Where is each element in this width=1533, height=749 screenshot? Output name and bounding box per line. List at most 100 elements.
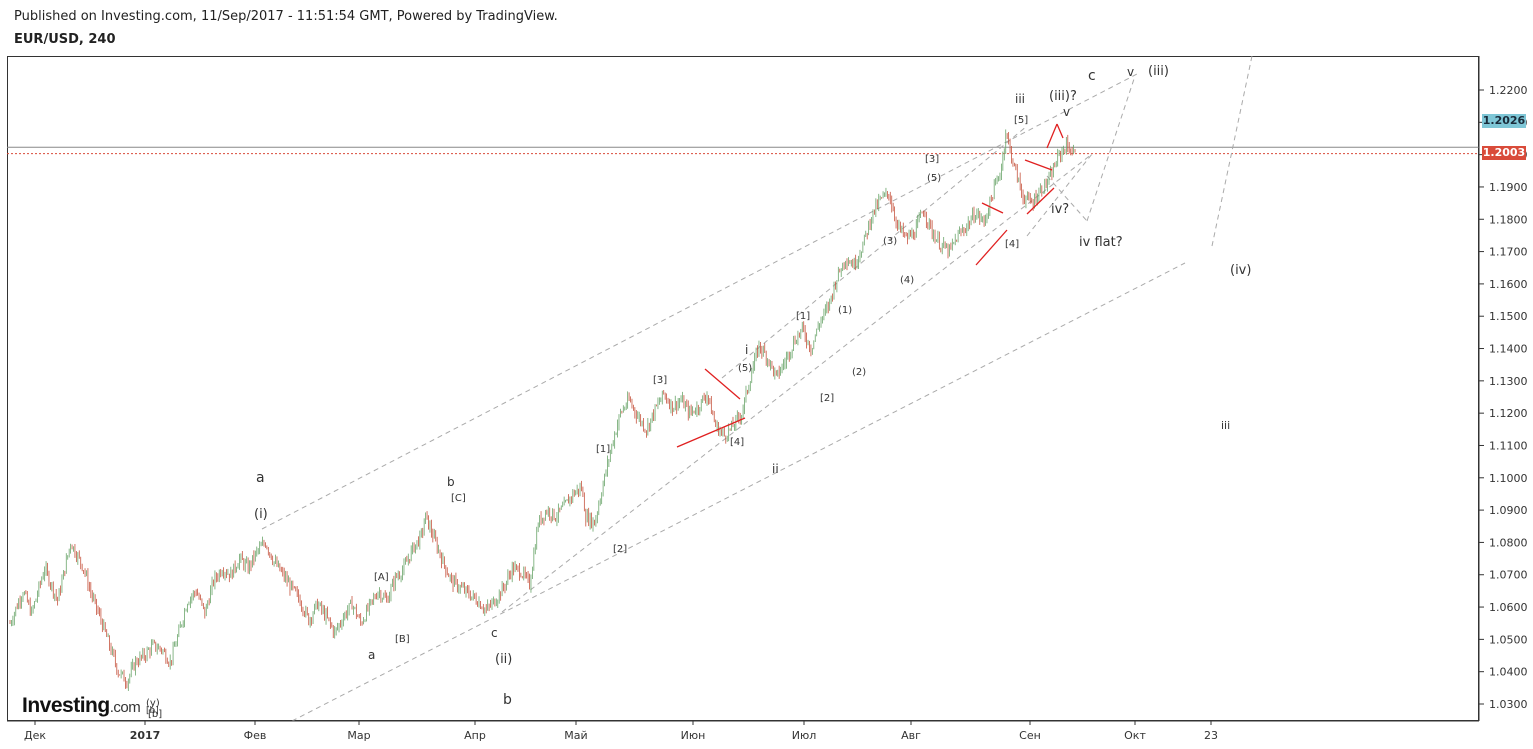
x-tick-label: 23 bbox=[1204, 729, 1218, 742]
wave-label: (3) bbox=[883, 236, 897, 247]
y-tick-label: 1.1400 bbox=[1489, 343, 1528, 356]
x-tick-label: Апр bbox=[464, 729, 486, 742]
wave-label: [5] bbox=[1014, 115, 1028, 126]
symbol-title: EUR/USD, 240 bbox=[14, 32, 116, 47]
wave-label: c bbox=[1088, 68, 1096, 84]
wave-label: (y) bbox=[146, 698, 160, 709]
y-tick-label: 1.2200 bbox=[1489, 84, 1528, 97]
x-tick-label: Сен bbox=[1019, 729, 1041, 742]
wave-label: b bbox=[503, 692, 512, 708]
wave-label: iii bbox=[1015, 92, 1025, 106]
y-tick-label: 1.1600 bbox=[1489, 278, 1528, 291]
y-tick-label: 1.1500 bbox=[1489, 310, 1528, 323]
wave-label: i bbox=[745, 343, 748, 357]
wave-label: [4] bbox=[1005, 239, 1019, 250]
wave-label: [A] bbox=[374, 572, 389, 583]
wave-trendline bbox=[1046, 123, 1058, 149]
wave-label: (i) bbox=[254, 507, 268, 522]
price-tag-current: 1.2003 bbox=[1482, 146, 1526, 160]
wave-label: a bbox=[256, 470, 265, 486]
wave-label: [2] bbox=[613, 544, 627, 555]
chart: a (i) b [C] [A] [B] a c (ii) b (y)[b] [1] [2] [3] [4] (… bbox=[7, 56, 1528, 742]
channel-line bbox=[1211, 56, 1253, 247]
y-tick-label: 1.0500 bbox=[1489, 633, 1528, 646]
wave-label: [1] bbox=[596, 444, 610, 455]
wave-label: ii bbox=[772, 462, 779, 476]
y-tick-label: 1.0300 bbox=[1489, 698, 1528, 711]
wave-label: [1] bbox=[796, 311, 810, 322]
y-tick-label: 1.0400 bbox=[1489, 666, 1528, 679]
channel-lines bbox=[261, 56, 1253, 722]
y-tick-label: 1.1300 bbox=[1489, 375, 1528, 388]
channel-line bbox=[291, 262, 1186, 722]
wave-label: (ii) bbox=[495, 652, 512, 667]
y-tick-label: 1.1800 bbox=[1489, 213, 1528, 226]
y-tick-label: 1.0600 bbox=[1489, 601, 1528, 614]
wave-label: (iii) bbox=[1148, 64, 1169, 79]
candles bbox=[9, 129, 1076, 691]
wave-trendlines bbox=[676, 123, 1064, 448]
y-tick-label: 1.1100 bbox=[1489, 439, 1528, 452]
wave-label: (2) bbox=[852, 367, 866, 378]
wave-label: [C] bbox=[451, 493, 466, 504]
wave-label: (4) bbox=[900, 275, 914, 286]
x-axis: Дек 2017 Фев Мар Апр Май Июн Июл Авг Сен Окт 23 bbox=[7, 720, 1479, 742]
publish-info: Published on Investing.com, 11/Sep/2017 … bbox=[14, 9, 558, 24]
wave-label: [3] bbox=[653, 375, 667, 386]
x-tick-label: Июл bbox=[792, 729, 817, 742]
grid bbox=[7, 146, 1479, 155]
wave-label: v bbox=[1127, 65, 1134, 79]
wave-label: (5) bbox=[927, 173, 941, 184]
logo-sub-label: [b] bbox=[146, 706, 159, 716]
y-tick-label: 1.1000 bbox=[1489, 472, 1528, 485]
wave-trendline bbox=[975, 229, 1008, 266]
channel-line bbox=[261, 73, 1138, 530]
wave-label: v bbox=[1063, 105, 1070, 119]
wave-label: (5) bbox=[738, 363, 752, 374]
investing-logo[interactable]: Investing.com bbox=[22, 694, 141, 718]
logo-text: Investing bbox=[22, 694, 110, 717]
x-tick-label: Авг bbox=[901, 729, 921, 742]
wave-trendline bbox=[1056, 123, 1064, 139]
price-tag-blue: 1.2026 bbox=[1482, 114, 1526, 128]
wave-label: b bbox=[447, 475, 455, 489]
wave-label: (iii)? bbox=[1049, 89, 1077, 104]
wave-labels: a (i) b [C] [A] [B] a c (ii) b (y)[b] [1] [2] [3] [4] (… bbox=[146, 64, 1251, 720]
wave-label: a bbox=[368, 648, 375, 662]
wave-trendline bbox=[981, 202, 1004, 214]
wave-label: [2] bbox=[820, 393, 834, 404]
y-tick-label: 1.1700 bbox=[1489, 246, 1528, 259]
wave-trendline bbox=[1026, 187, 1055, 215]
channel-line bbox=[1086, 75, 1136, 222]
y-tick-label: 1.0700 bbox=[1489, 569, 1528, 582]
logo-suffix: .com bbox=[109, 699, 141, 716]
x-tick-label: Май bbox=[564, 729, 587, 742]
x-tick-label: Дек bbox=[24, 729, 46, 742]
wave-trendline bbox=[676, 417, 746, 448]
wave-label: (iv) bbox=[1230, 263, 1251, 278]
wave-label: [b] bbox=[148, 709, 162, 720]
wave-label: [3] bbox=[925, 154, 939, 165]
x-tick-label: 2017 bbox=[130, 729, 161, 742]
x-tick-label: Фев bbox=[244, 729, 267, 742]
channel-line bbox=[501, 153, 1093, 613]
y-tick-label: 1.1900 bbox=[1489, 181, 1528, 194]
wave-label: iii bbox=[1221, 419, 1230, 432]
wave-trendline bbox=[704, 368, 741, 400]
wave-label: (1) bbox=[838, 305, 852, 316]
y-tick-label: 1.0900 bbox=[1489, 504, 1528, 517]
channel-line bbox=[1046, 175, 1088, 222]
y-tick-label: 1.1200 bbox=[1489, 407, 1528, 420]
x-tick-label: Окт bbox=[1124, 729, 1146, 742]
channel-line bbox=[1026, 153, 1093, 237]
wave-label: [B] bbox=[395, 634, 410, 645]
x-tick-label: Мар bbox=[347, 729, 370, 742]
channel-line bbox=[721, 125, 1028, 379]
y-tick-label: 1.0800 bbox=[1489, 536, 1528, 549]
y-axis: 1.22001.21001.20001.19001.18001.17001.16… bbox=[1478, 56, 1528, 721]
wave-label: iv flat? bbox=[1079, 235, 1123, 250]
wave-label: c bbox=[491, 626, 498, 640]
wave-label: iv? bbox=[1051, 202, 1069, 217]
x-tick-label: Июн bbox=[681, 729, 706, 742]
wave-label: [4] bbox=[730, 437, 744, 448]
